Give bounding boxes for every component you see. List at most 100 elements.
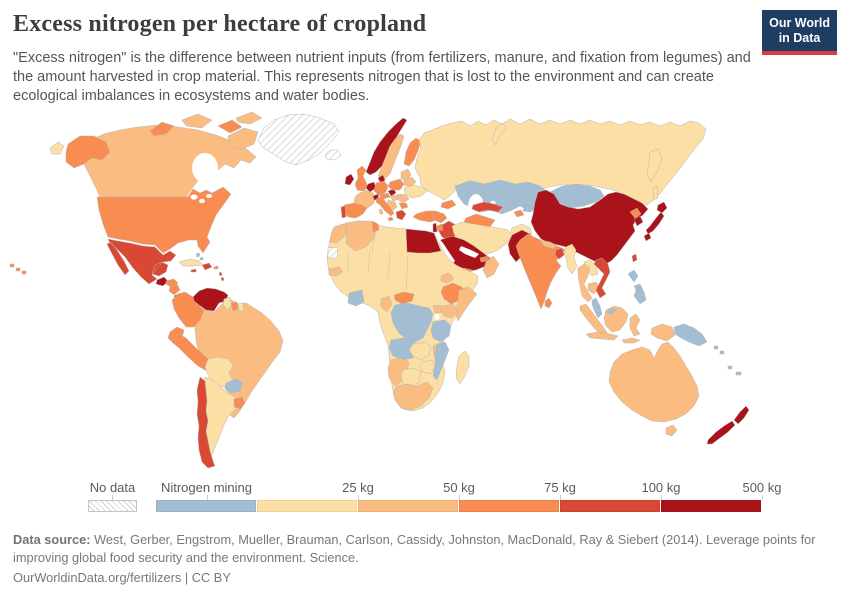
country-eritrea[interactable] bbox=[440, 272, 455, 284]
country-south-africa[interactable] bbox=[392, 381, 434, 411]
country-sri-lanka[interactable] bbox=[544, 297, 553, 309]
country-taiwan[interactable] bbox=[631, 253, 638, 263]
country-new-zealand-south[interactable] bbox=[706, 420, 736, 445]
country-mozambique[interactable] bbox=[432, 341, 450, 381]
country-cameroon[interactable] bbox=[380, 295, 393, 313]
country-sulawesi[interactable] bbox=[629, 313, 641, 337]
legend-swatch-mining[interactable] bbox=[156, 500, 257, 512]
country-china[interactable] bbox=[530, 189, 649, 266]
legend-swatch-75-100[interactable] bbox=[560, 500, 661, 512]
country-baltic-states[interactable] bbox=[400, 168, 412, 182]
country-peninsular-malaysia[interactable] bbox=[591, 297, 603, 319]
country-uganda[interactable] bbox=[432, 304, 443, 314]
country-new-zealand-north[interactable] bbox=[733, 405, 750, 425]
country-western-sahara[interactable] bbox=[327, 246, 339, 259]
country-nepal[interactable] bbox=[539, 239, 557, 250]
country-arctic-island-a[interactable] bbox=[149, 121, 175, 137]
country-north-korea[interactable] bbox=[629, 207, 642, 219]
country-ellesmere[interactable] bbox=[235, 111, 263, 125]
country-ireland[interactable] bbox=[344, 173, 355, 186]
country-japan-honshu[interactable] bbox=[645, 211, 665, 235]
country-italy[interactable] bbox=[375, 195, 395, 217]
country-indonesian-papua[interactable] bbox=[650, 323, 676, 342]
country-zambia[interactable] bbox=[408, 341, 432, 361]
country-morocco[interactable] bbox=[329, 223, 351, 244]
country-algeria[interactable] bbox=[345, 220, 377, 252]
country-madagascar[interactable] bbox=[455, 350, 470, 385]
country-portugal[interactable] bbox=[340, 205, 347, 219]
country-alaska[interactable] bbox=[65, 135, 111, 169]
country-chukotka-west[interactable] bbox=[49, 141, 65, 155]
legend-swatch-100-500[interactable] bbox=[661, 500, 762, 512]
country-nicaragua[interactable] bbox=[168, 283, 181, 296]
country-arctic-island-b[interactable] bbox=[181, 113, 213, 129]
country-jamaica[interactable] bbox=[190, 268, 197, 273]
country-senegal[interactable] bbox=[328, 266, 344, 277]
country-central-african-republic[interactable] bbox=[393, 291, 415, 305]
country-greenland[interactable] bbox=[257, 113, 340, 166]
country-uzbekistan[interactable] bbox=[471, 201, 504, 213]
country-romania[interactable] bbox=[396, 193, 410, 204]
country-poland[interactable] bbox=[387, 178, 405, 191]
country-chile[interactable] bbox=[196, 376, 216, 469]
country-sweden[interactable] bbox=[377, 133, 405, 180]
country-uae[interactable] bbox=[479, 255, 490, 263]
legend-swatch-25-50[interactable] bbox=[358, 500, 459, 512]
country-ukraine[interactable] bbox=[403, 184, 428, 199]
country-new-caledonia[interactable] bbox=[727, 365, 733, 370]
country-solomon-islands[interactable] bbox=[713, 345, 725, 355]
legend-swatch-0-25[interactable] bbox=[257, 500, 358, 512]
country-colombia[interactable] bbox=[171, 291, 205, 328]
country-baffin-island[interactable] bbox=[227, 127, 259, 151]
country-greece-albania[interactable] bbox=[395, 209, 407, 221]
country-sicily[interactable] bbox=[387, 216, 394, 222]
country-suriname[interactable] bbox=[230, 301, 239, 312]
country-puerto-rico[interactable] bbox=[213, 265, 219, 270]
country-egypt[interactable] bbox=[405, 228, 442, 254]
country-belarus[interactable] bbox=[403, 176, 417, 188]
country-bulgaria[interactable] bbox=[398, 202, 409, 210]
license-link[interactable]: CC BY bbox=[191, 570, 231, 585]
country-guatemala[interactable] bbox=[155, 276, 169, 287]
country-kamchatka[interactable] bbox=[646, 148, 663, 183]
country-french-guiana[interactable] bbox=[237, 302, 245, 313]
country-botswana[interactable] bbox=[400, 367, 422, 389]
country-fiji[interactable] bbox=[735, 371, 742, 376]
country-sardinia[interactable] bbox=[378, 208, 384, 215]
country-sakhalin[interactable] bbox=[652, 185, 659, 201]
country-dr-congo[interactable] bbox=[390, 302, 434, 343]
country-tunisia[interactable] bbox=[371, 220, 380, 233]
country-mexico[interactable] bbox=[106, 238, 177, 285]
country-ghana-togo-benin[interactable] bbox=[347, 289, 365, 307]
country-malaysian-borneo[interactable] bbox=[605, 307, 618, 315]
country-angola[interactable] bbox=[388, 337, 418, 361]
country-bahamas[interactable] bbox=[195, 252, 204, 261]
country-vietnam[interactable] bbox=[593, 257, 611, 299]
country-hispaniola[interactable] bbox=[201, 262, 213, 271]
country-bangladesh[interactable] bbox=[554, 247, 565, 260]
country-novaya-zemlya[interactable] bbox=[491, 122, 507, 146]
country-paraguay[interactable] bbox=[224, 378, 244, 394]
country-thailand[interactable] bbox=[577, 263, 593, 303]
country-lesser-sunda[interactable] bbox=[621, 337, 641, 344]
country-java[interactable] bbox=[585, 331, 619, 341]
country-arctic-island-c[interactable] bbox=[217, 119, 243, 134]
country-japan-hokkaido[interactable] bbox=[656, 201, 668, 214]
country-lesser-antilles[interactable] bbox=[218, 271, 225, 282]
country-tanzania[interactable] bbox=[430, 319, 452, 343]
country-netherlands-belgium[interactable] bbox=[365, 181, 377, 193]
country-namibia[interactable] bbox=[387, 357, 410, 387]
country-iceland[interactable] bbox=[324, 149, 342, 161]
country-zimbabwe[interactable] bbox=[418, 359, 436, 375]
country-south-korea[interactable] bbox=[633, 215, 644, 227]
country-united-kingdom[interactable] bbox=[354, 165, 369, 192]
country-somalia[interactable] bbox=[454, 286, 478, 322]
country-australia[interactable] bbox=[608, 341, 700, 423]
owid-logo[interactable]: Our World in Data bbox=[762, 10, 837, 55]
country-tasmania[interactable] bbox=[665, 424, 678, 437]
country-tajikistan[interactable] bbox=[513, 209, 525, 218]
country-usa[interactable] bbox=[96, 186, 232, 254]
country-norway[interactable] bbox=[365, 117, 408, 176]
country-uruguay[interactable] bbox=[233, 396, 246, 410]
legend-swatch-no-data[interactable] bbox=[88, 500, 137, 512]
